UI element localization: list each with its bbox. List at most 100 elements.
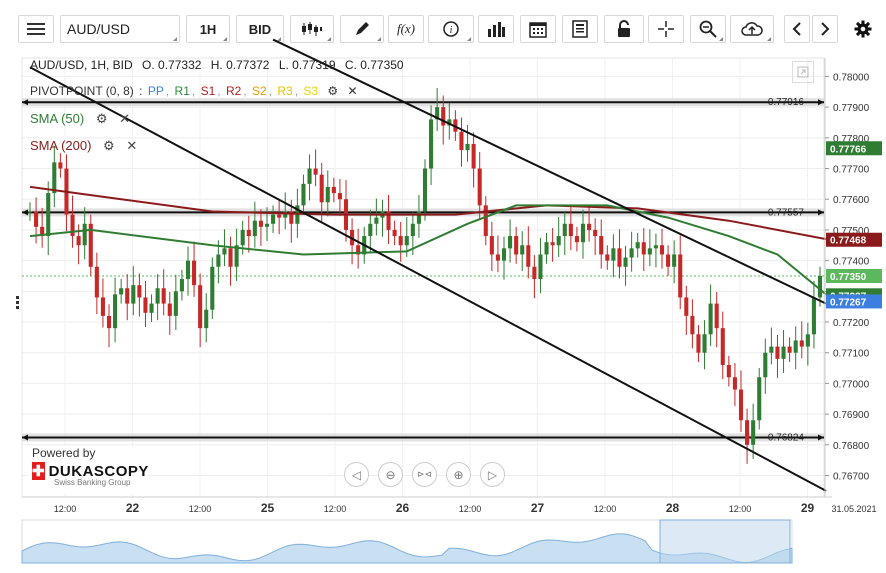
candle-body [429,119,434,169]
trendlines [29,38,827,492]
zoom-in-button[interactable]: ⊕ [446,462,471,487]
x-tick-label: 12:00 [54,504,77,514]
price-tag [826,141,882,156]
candle-body [246,229,251,237]
sma200-gear-icon[interactable]: ⚙ [103,138,115,153]
zoom-out-button[interactable]: ⊖ [378,462,403,487]
candle-body [805,334,810,347]
candle-body [799,340,804,347]
reset-zoom-button[interactable]: ⊳⊲ [412,462,437,487]
info-button[interactable]: i [428,15,474,43]
menu-button[interactable] [18,15,54,43]
candle-body [356,245,361,255]
candle-body [574,236,579,243]
candle-body [210,266,215,310]
settings-button[interactable] [846,15,880,43]
pivot-close-icon[interactable]: ✕ [347,84,358,98]
candle-body [46,193,51,237]
calendar-button[interactable] [520,15,556,43]
candle-body [599,236,604,255]
scroll-right-button[interactable]: ▷ [480,462,505,487]
candle-body [40,226,45,237]
candle-body [653,245,658,249]
candle-body [76,236,81,246]
candle-body [119,288,124,295]
y-tick-label: 0.76800 [833,441,870,452]
price-side-select[interactable]: BID [236,15,284,43]
candle-body [617,248,622,267]
expand-chart-button[interactable] [792,61,814,83]
candle-body [198,285,203,329]
pivot-settings-icon[interactable]: ⚙ [327,84,339,98]
pivot-s1: S1 [200,84,216,98]
scroll-right-icon: ▷ [487,467,498,482]
candle-body [732,377,737,390]
candle-body [88,223,93,267]
sma200-legend[interactable]: SMA (200) ⚙ ✕ [30,138,137,154]
candle-body [386,211,391,230]
candle-body [307,168,312,184]
candle-body [501,248,507,261]
candle-body [726,364,731,378]
level-arrow-left [22,209,28,216]
level-arrow-left [22,434,28,441]
zoom-icon [699,20,717,38]
candle-body [556,236,561,246]
candle-body [34,211,39,227]
candle-body [52,162,57,194]
pivot-s3: S3 [303,84,319,98]
candle-body [647,248,652,255]
candle-body [392,229,397,237]
candle-body [702,334,707,353]
pivot-indicator-legend[interactable]: PIVOTPOINT (0, 8) : PP, R1, S1, R2, S2, … [30,84,358,98]
resize-handle[interactable] [16,296,19,309]
nav-right-button[interactable] [812,15,838,43]
sma50-gear-icon[interactable]: ⚙ [95,111,108,126]
nav-left-button[interactable] [784,15,810,43]
y-tick-label: 0.77100 [833,349,870,360]
ohlc-readout: AUD/USD, 1H, BID O. 0.77332 H. 0.77372 L… [30,58,410,72]
candle-body [495,254,500,261]
x-tick-label: 22 [126,501,140,515]
ohlc-low: L. 0.77319 [278,58,336,72]
scroll-left-button[interactable]: ◁ [344,462,369,487]
candle-body [137,285,142,298]
calendar-icon [529,22,547,38]
level-label: 0.76824 [768,432,805,443]
candle-body [817,275,823,298]
candle-body [337,193,342,200]
volume-button[interactable] [478,15,514,43]
price-tag-label: 0.77267 [830,297,867,308]
function-button[interactable]: f(x) [388,15,424,43]
candle-body [113,294,118,329]
price-tag-label: 0.77468 [830,236,867,247]
crosshair-button[interactable] [648,15,684,43]
price-side-label: BID [248,21,272,37]
toolbar: AUD/USD 1H BID f(x) i [0,0,886,44]
candle-body [283,211,288,218]
draw-pen-button[interactable] [340,15,384,43]
sma200-close-icon[interactable]: ✕ [126,138,138,153]
candle-type-button[interactable] [290,15,334,43]
powered-by-badge: Powered by ✚ DUKASCOPY Swiss Banking Gro… [28,446,148,494]
lock-button[interactable] [604,15,644,43]
sma50-legend[interactable]: SMA (50) ⚙ ✕ [30,111,130,127]
timeframe-select[interactable]: 1H [186,15,230,43]
function-fx-icon: f(x) [396,21,416,36]
gear-icon [854,20,872,38]
price-tag [826,268,882,283]
swiss-cross-icon: ✚ [32,462,45,480]
zoom-button[interactable] [690,15,726,43]
candle-body [252,220,257,237]
candle-body [745,420,750,445]
level-label: 0.77557 [768,207,805,218]
level-arrow-left [22,99,28,106]
sma50-close-icon[interactable]: ✕ [119,111,130,126]
upload-button[interactable] [730,15,774,43]
candle-body [100,297,105,316]
candle-body [161,288,166,304]
report-button[interactable] [562,15,598,43]
candle-body [781,346,786,359]
symbol-select[interactable]: AUD/USD [60,15,180,43]
